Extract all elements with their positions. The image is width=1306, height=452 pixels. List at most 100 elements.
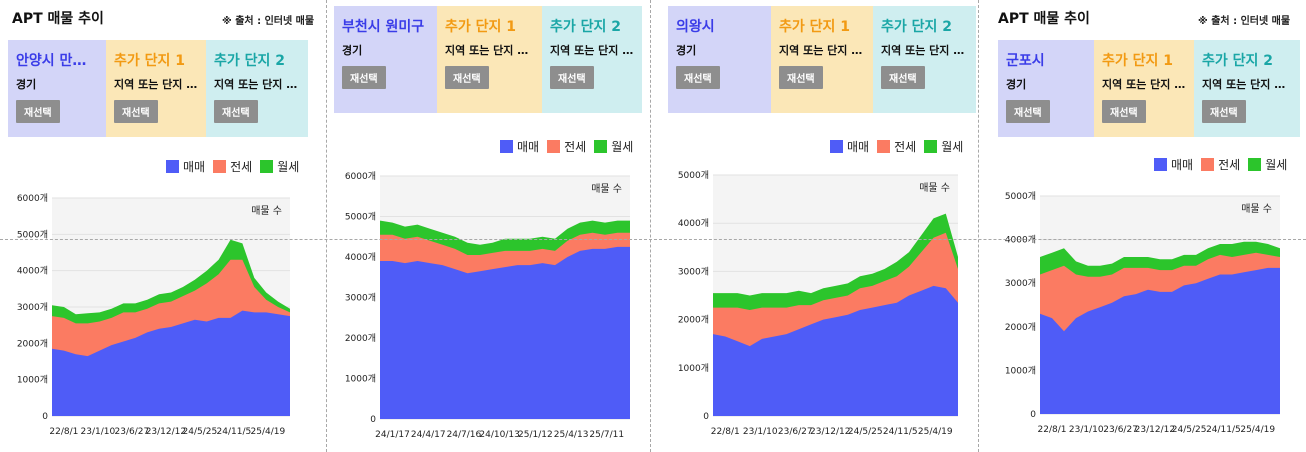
x-tick-label: 23/1/10 xyxy=(1069,425,1104,435)
x-tick-label: 24/11/5 xyxy=(217,427,252,437)
legend-label-sale: 매매 xyxy=(847,140,870,154)
panel-4: APT 매물 추이 ※ 출처 : 인터넷 매물 군포시 경기 재선택 추가 단지… xyxy=(980,0,1306,452)
y-tick-label: 5000개 xyxy=(678,170,709,181)
added-complex-2-box[interactable]: 추가 단지 2 지역 또는 단지 … 재선택 xyxy=(1194,40,1300,137)
chart-inline-label: 매물 수 xyxy=(1241,203,1272,215)
panel-1: APT 매물 추이 ※ 출처 : 인터넷 매물 안양시 만안구 경기 재선택 추… xyxy=(0,0,320,452)
legend-label-monthly: 월세 xyxy=(941,140,964,154)
y-tick-label: 1000개 xyxy=(1005,365,1036,376)
x-tick-label: 24/1/17 xyxy=(375,430,410,440)
x-tick-label: 24/4/17 xyxy=(411,430,446,440)
y-tick-label: 4000개 xyxy=(1005,235,1036,246)
x-tick-label: 24/5/25 xyxy=(848,427,883,437)
x-tick-label: 24/11/5 xyxy=(883,427,918,437)
legend-label-sale: 매매 xyxy=(1171,158,1194,172)
reselect-button[interactable]: 재선택 xyxy=(16,100,60,123)
x-tick-label: 23/6/27 xyxy=(778,427,813,437)
added-complex-2-box[interactable]: 추가 단지 2 지역 또는 단지 … 재선택 xyxy=(542,6,642,113)
legend-label-monthly: 월세 xyxy=(277,160,300,174)
legend-label-jeonse: 전세 xyxy=(230,160,253,174)
legend-swatch-sale xyxy=(166,160,179,173)
x-tick-label: 22/8/1 xyxy=(1038,425,1067,435)
x-tick-label: 25/4/19 xyxy=(918,427,953,437)
page-title: APT 매물 추이 xyxy=(998,11,1090,27)
legend-swatch-monthly xyxy=(1248,158,1262,171)
legend-swatch-sale xyxy=(830,140,843,153)
primary-region-box[interactable]: 의왕시 경기 재선택 xyxy=(668,6,771,113)
y-tick-label: 6000개 xyxy=(17,193,48,204)
added-complex-2-box[interactable]: 추가 단지 2 지역 또는 단지 … 재선택 xyxy=(873,6,976,113)
chart-legend: 매매 전세 월세 xyxy=(158,158,299,175)
primary-region-box[interactable]: 군포시 경기 재선택 xyxy=(998,40,1094,137)
area-sale xyxy=(380,246,630,419)
y-tick-label: 1000개 xyxy=(345,374,376,385)
chart-legend: 매매 전세 월세 xyxy=(1146,156,1287,173)
x-tick-label: 23/12/12 xyxy=(146,427,186,437)
y-tick-label: 3000개 xyxy=(17,302,48,313)
y-tick-label: 5000개 xyxy=(17,229,48,240)
x-tick-label: 22/8/1 xyxy=(49,427,78,437)
reselect-button[interactable]: 재선택 xyxy=(1102,100,1146,123)
reselect-button[interactable]: 재선택 xyxy=(214,100,258,123)
reselect-button[interactable]: 재선택 xyxy=(550,66,594,89)
reselect-button[interactable]: 재선택 xyxy=(114,100,158,123)
x-tick-label: 23/12/12 xyxy=(1135,425,1175,435)
primary-region-box[interactable]: 부천시 원미구 경기 재선택 xyxy=(334,6,437,113)
reselect-button[interactable]: 재선택 xyxy=(779,66,823,89)
added-complex-1-box[interactable]: 추가 단지 1 지역 또는 단지 … 재선택 xyxy=(771,6,873,113)
y-tick-label: 0 xyxy=(1030,410,1036,420)
y-tick-label: 3000개 xyxy=(1005,278,1036,289)
panel-2: 부천시 원미구 경기 재선택 추가 단지 1 지역 또는 단지 … 재선택 추가… xyxy=(320,0,650,452)
added-complex-1-box[interactable]: 추가 단지 1 지역 또는 단지 … 재선택 xyxy=(437,6,542,113)
legend-swatch-jeonse xyxy=(547,140,561,153)
legend-label-monthly: 월세 xyxy=(1265,158,1288,172)
x-tick-label: 24/11/5 xyxy=(1206,425,1241,435)
area-sale xyxy=(713,285,958,416)
x-tick-label: 22/8/1 xyxy=(711,427,740,437)
source-note: ※ 출처 : 인터넷 매물 xyxy=(1198,16,1291,27)
area-sale xyxy=(1040,267,1280,414)
legend-label-jeonse: 전세 xyxy=(564,140,587,154)
x-tick-label: 23/6/27 xyxy=(115,427,150,437)
x-tick-label: 24/7/16 xyxy=(447,430,482,440)
legend-swatch-monthly xyxy=(260,160,274,173)
reselect-button[interactable]: 재선택 xyxy=(676,66,720,89)
added-complex-1-box[interactable]: 추가 단지 1 지역 또는 단지 … 재선택 xyxy=(1094,40,1194,137)
page-title: APT 매물 추이 xyxy=(12,11,104,27)
x-tick-label: 25/4/19 xyxy=(1240,425,1275,435)
legend-swatch-jeonse xyxy=(1201,158,1215,171)
y-tick-label: 2000개 xyxy=(345,333,376,344)
legend-swatch-monthly xyxy=(924,140,938,153)
x-tick-label: 24/5/25 xyxy=(1172,425,1207,435)
reselect-button[interactable]: 재선택 xyxy=(1006,100,1050,123)
x-tick-label: 23/12/12 xyxy=(810,427,850,437)
legend-swatch-jeonse xyxy=(877,140,891,153)
y-tick-label: 2000개 xyxy=(17,338,48,349)
primary-region-box[interactable]: 안양시 만안구 경기 재선택 xyxy=(8,40,106,137)
chart-inline-label: 매물 수 xyxy=(591,183,622,195)
y-tick-label: 5000개 xyxy=(1005,191,1036,202)
reselect-button[interactable]: 재선택 xyxy=(445,66,489,89)
legend-label-monthly: 월세 xyxy=(611,140,634,154)
reselect-button[interactable]: 재선택 xyxy=(342,66,386,89)
legend-swatch-monthly xyxy=(594,140,608,153)
legend-label-jeonse: 전세 xyxy=(894,140,917,154)
y-tick-label: 4000개 xyxy=(345,252,376,263)
x-tick-label: 25/4/19 xyxy=(251,427,286,437)
legend-label-sale: 매매 xyxy=(183,160,206,174)
added-complex-2-box[interactable]: 추가 단지 2 지역 또는 단지 … 재선택 xyxy=(206,40,308,137)
chart-legend: 매매 전세 월세 xyxy=(822,138,963,155)
y-tick-label: 6000개 xyxy=(345,171,376,182)
x-tick-label: 24/5/25 xyxy=(183,427,218,437)
x-tick-label: 25/1/12 xyxy=(518,430,553,440)
x-tick-label: 23/6/27 xyxy=(1103,425,1138,435)
y-tick-label: 4000개 xyxy=(678,218,709,229)
added-complex-1-box[interactable]: 추가 단지 1 지역 또는 단지 … 재선택 xyxy=(106,40,206,137)
reselect-button[interactable]: 재선택 xyxy=(1202,100,1246,123)
chart-inline-label: 매물 수 xyxy=(919,182,950,194)
y-tick-label: 0 xyxy=(42,412,48,422)
reselect-button[interactable]: 재선택 xyxy=(881,66,925,89)
legend-swatch-sale xyxy=(1154,158,1167,171)
legend-swatch-jeonse xyxy=(213,160,227,173)
